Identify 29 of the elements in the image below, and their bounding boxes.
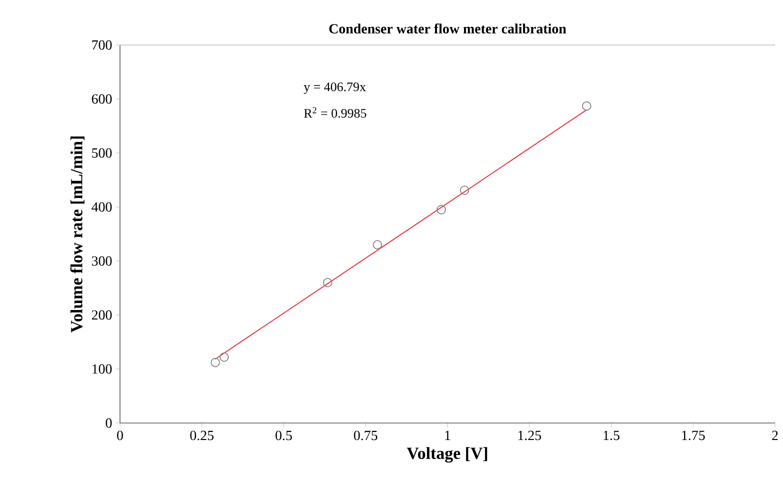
x-tick-label: 1.75: [682, 430, 705, 440]
x-tick-label: 0.25: [190, 430, 214, 440]
point: [582, 101, 592, 111]
x-tick-label: 0.5: [276, 430, 292, 440]
chart-title: Condenser water flow meter calibration: [329, 24, 566, 34]
y-tick-label: 100: [92, 364, 112, 374]
y-tick-label: 500: [92, 148, 112, 158]
x-tick-label: 0: [117, 430, 123, 440]
x-tick-label: 0.75: [354, 430, 378, 440]
point: [436, 205, 446, 214]
point: [372, 240, 382, 250]
y-tick-label: 0: [106, 418, 112, 428]
point: [220, 352, 229, 362]
y-axis-title: Volume flow rate [mL/min]: [70, 136, 84, 332]
x-tick-label: 1.25: [518, 430, 542, 440]
point: [460, 186, 470, 195]
y-tick-label: 200: [92, 310, 112, 320]
point: [210, 358, 220, 368]
annotation: R$^{2}$ = 0.9985: [304, 107, 366, 118]
point: [323, 278, 332, 288]
x-tick-label: 1: [445, 430, 450, 440]
y-tick-label: 300: [92, 256, 112, 266]
y-tick-label: 600: [92, 94, 112, 104]
x-tick-label: 1.5: [604, 430, 620, 440]
x-axis-title: Voltage [V]: [406, 447, 488, 463]
y-tick-label: 400: [92, 202, 112, 212]
x-tick-label: 2: [772, 430, 778, 440]
annotation: y = 406.79x: [304, 82, 366, 94]
y-tick-label: 700: [92, 40, 112, 50]
